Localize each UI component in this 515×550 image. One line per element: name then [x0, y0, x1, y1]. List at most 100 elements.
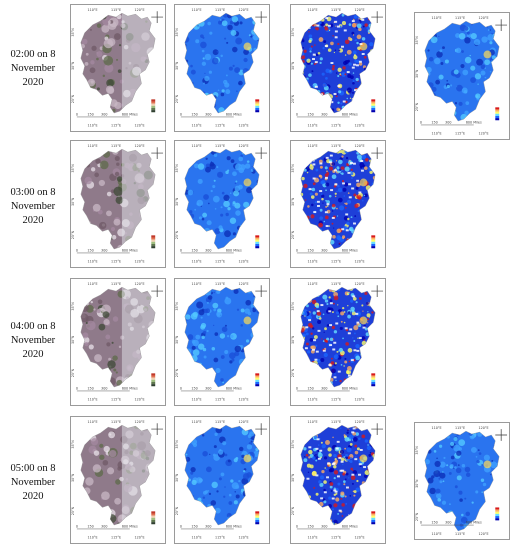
legend-swatch	[371, 239, 376, 242]
region-outline	[184, 286, 260, 388]
scale-label: 300	[101, 524, 107, 528]
lat-tick-label: 30°N	[291, 473, 295, 482]
scale-label: 0	[180, 112, 182, 116]
scale-label: 300	[205, 112, 211, 116]
lon-tick-label: 115°E	[455, 16, 465, 20]
north-arrow-icon	[371, 11, 384, 23]
lon-tick-label: 115°E	[111, 536, 121, 540]
lon-tick-label: 120°E	[135, 124, 145, 128]
map-panel: 110°E 115°E 120°E 110°E 115°E 120°E 35°N 30°N 25…	[290, 4, 386, 132]
lat-tick-label: 25°N	[415, 512, 419, 521]
lon-tick-label: 110°E	[88, 536, 98, 540]
legend-swatch	[151, 517, 156, 520]
north-arrow-icon	[495, 429, 508, 441]
lon-tick-label: 120°E	[135, 144, 145, 148]
legend-swatch	[255, 384, 260, 387]
legend-swatch	[495, 518, 500, 521]
legend-swatch	[371, 243, 376, 247]
legend-swatch	[371, 101, 376, 104]
legend-swatch	[495, 109, 500, 112]
region-outline	[424, 430, 500, 532]
scale-label: 0	[76, 524, 78, 528]
scale-label: 0	[296, 248, 298, 252]
lon-tick-label: 120°E	[355, 144, 365, 148]
map-svg: 110°E 115°E 120°E 110°E 115°E 120°E 35°N 30°N 25…	[175, 144, 268, 264]
map-svg: 110°E 115°E 120°E 110°E 115°E 120°E 35°N 30°N 25…	[71, 8, 164, 128]
legend-swatch	[255, 373, 260, 376]
lat-tick-label: 35°N	[415, 446, 419, 455]
legend-swatch	[151, 375, 156, 378]
lat-tick-label: 35°N	[175, 164, 179, 173]
lat-tick-label: 35°N	[291, 28, 295, 37]
legend-swatch	[255, 103, 260, 106]
map-svg: 110°E 115°E 120°E 110°E 115°E 120°E 35°N 30°N 25…	[71, 144, 164, 264]
region-outline	[80, 12, 156, 114]
legend-swatch	[371, 237, 376, 240]
legend-swatch	[255, 241, 260, 244]
lon-tick-label: 120°E	[355, 8, 365, 12]
lon-tick-label: 110°E	[88, 144, 98, 148]
scale-label: 150	[307, 112, 313, 116]
lon-tick-label: 120°E	[239, 536, 249, 540]
map-svg: 110°E 115°E 120°E 110°E 115°E 120°E 35°N 30°N 25…	[175, 8, 268, 128]
row-label-4: 05:00 on 8 November 2020	[10, 463, 56, 502]
lon-tick-label: 120°E	[135, 8, 145, 12]
north-arrow-icon	[255, 423, 268, 435]
scale-label: 600 Miles	[122, 524, 138, 528]
lat-tick-label: 35°N	[71, 28, 75, 37]
lon-tick-label: 110°E	[192, 398, 202, 402]
north-arrow-icon	[151, 147, 164, 159]
scale-label: 600 Miles	[342, 248, 358, 252]
region-outline	[80, 148, 156, 250]
legend-swatch	[495, 107, 500, 110]
lat-tick-label: 25°N	[175, 230, 179, 239]
legend-swatch	[255, 243, 260, 247]
scale-label: 300	[445, 521, 451, 525]
lat-tick-label: 25°N	[291, 94, 295, 103]
lon-tick-label: 115°E	[215, 8, 225, 12]
lon-tick-label: 115°E	[331, 124, 341, 128]
legend-swatch	[495, 516, 500, 519]
lon-tick-label: 110°E	[432, 426, 442, 430]
lat-tick-label: 35°N	[415, 36, 419, 45]
lon-tick-label: 110°E	[308, 536, 318, 540]
scale-label: 150	[87, 386, 93, 390]
lon-tick-label: 110°E	[88, 420, 98, 424]
lon-tick-label: 120°E	[479, 532, 489, 536]
scale-label: 0	[420, 120, 422, 124]
row-label-1: 02:00 on 8 November 2020	[10, 49, 56, 88]
lon-tick-label: 115°E	[215, 398, 225, 402]
map-panel: 110°E 115°E 120°E 110°E 115°E 120°E 35°N 30°N 25…	[174, 278, 270, 406]
lon-tick-label: 115°E	[215, 124, 225, 128]
legend-swatch	[495, 509, 500, 512]
lon-tick-label: 120°E	[239, 8, 249, 12]
north-arrow-icon	[371, 285, 384, 297]
lat-tick-label: 25°N	[175, 368, 179, 377]
region-outline	[80, 424, 156, 526]
lon-tick-label: 110°E	[432, 532, 442, 536]
north-arrow-icon	[151, 11, 164, 23]
lon-tick-label: 115°E	[331, 420, 341, 424]
lat-tick-label: 30°N	[415, 479, 419, 488]
legend-swatch	[151, 381, 156, 385]
legend-swatch	[255, 110, 260, 113]
legend-swatch	[151, 513, 156, 516]
lon-tick-label: 120°E	[135, 282, 145, 286]
lon-tick-label: 115°E	[215, 536, 225, 540]
row-label-3: 04:00 on 8 November 2020	[10, 321, 56, 360]
scale-label: 150	[87, 248, 93, 252]
scale-label: 150	[191, 248, 197, 252]
scale-label: 300	[321, 524, 327, 528]
lon-tick-label: 115°E	[111, 8, 121, 12]
lat-tick-label: 35°N	[175, 28, 179, 37]
lat-tick-label: 30°N	[71, 473, 75, 482]
lat-tick-label: 35°N	[291, 302, 295, 311]
legend-swatch	[151, 241, 156, 244]
legend-swatch	[151, 105, 156, 108]
legend-swatch	[371, 107, 376, 111]
lon-tick-label: 110°E	[88, 8, 98, 12]
map-panel: 110°E 115°E 120°E 110°E 115°E 120°E 35°N 30°N 25…	[174, 4, 270, 132]
scale-label: 150	[431, 521, 437, 525]
lon-tick-label: 115°E	[111, 260, 121, 264]
map-svg: 110°E 115°E 120°E 110°E 115°E 120°E 35°N 30°N 25…	[415, 16, 508, 136]
